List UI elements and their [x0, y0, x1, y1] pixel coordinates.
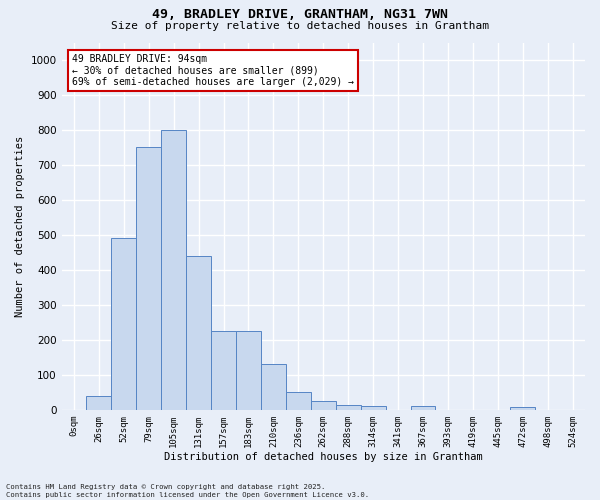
Text: Size of property relative to detached houses in Grantham: Size of property relative to detached ho… [111, 21, 489, 31]
Text: 49 BRADLEY DRIVE: 94sqm
← 30% of detached houses are smaller (899)
69% of semi-d: 49 BRADLEY DRIVE: 94sqm ← 30% of detache… [72, 54, 354, 86]
Text: Contains HM Land Registry data © Crown copyright and database right 2025.
Contai: Contains HM Land Registry data © Crown c… [6, 484, 369, 498]
Bar [261, 364, 286, 410]
Bar [311, 401, 336, 410]
Bar [286, 392, 311, 410]
Bar [86, 396, 112, 410]
Bar [186, 256, 211, 410]
Bar [336, 406, 361, 410]
Bar [410, 406, 436, 410]
Bar [510, 408, 535, 410]
Bar [161, 130, 186, 410]
Y-axis label: Number of detached properties: Number of detached properties [15, 136, 25, 317]
Bar [236, 331, 261, 410]
Bar [361, 406, 386, 410]
Text: 49, BRADLEY DRIVE, GRANTHAM, NG31 7WN: 49, BRADLEY DRIVE, GRANTHAM, NG31 7WN [152, 8, 448, 20]
Bar [112, 238, 136, 410]
X-axis label: Distribution of detached houses by size in Grantham: Distribution of detached houses by size … [164, 452, 482, 462]
Bar [211, 331, 236, 410]
Bar [136, 148, 161, 410]
